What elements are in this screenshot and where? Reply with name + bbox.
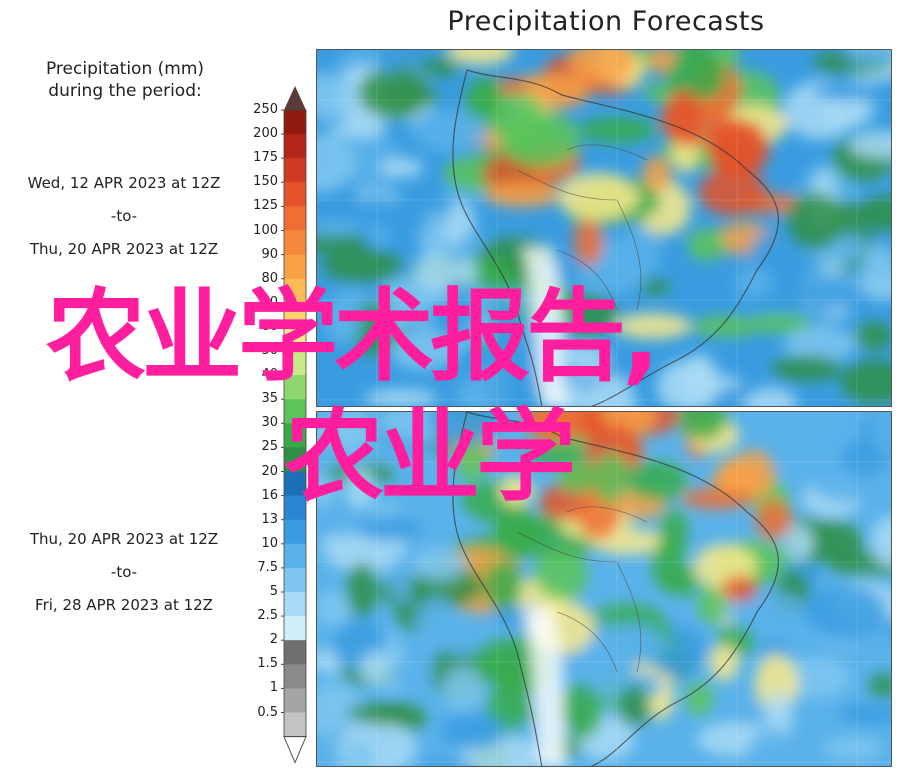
colorbar-tick-label: 40 (261, 367, 278, 383)
colorbar-swatch (284, 230, 306, 256)
precipitation-colorbar (281, 86, 307, 764)
colorbar-tick-label: 35 (261, 391, 278, 407)
colorbar-tick-label: 250 (253, 102, 278, 117)
colorbar-swatch (284, 158, 306, 183)
legend-heading-line1: Precipitation (mm) (45, 59, 205, 79)
period-2-end: Fri, 28 APR 2023 at 12Z (35, 596, 213, 614)
colorbar-tick-label: 10 (261, 535, 278, 551)
period-1-end: Thu, 20 APR 2023 at 12Z (29, 240, 219, 258)
colorbar-tick-label: 125 (253, 198, 278, 214)
period-1-label: Wed, 12 APR 2023 at 12Z -to- Thu, 20 APR… (0, 167, 248, 266)
colorbar-tick-label: 70 (261, 294, 278, 310)
colorbar-swatch (284, 616, 306, 641)
colorbar-swatch (284, 640, 306, 665)
colorbar-tick-label: 90 (261, 246, 278, 262)
colorbar-swatch (284, 375, 306, 400)
colorbar-tick-label: 100 (253, 222, 278, 238)
colorbar-tick-label: 2.5 (257, 608, 278, 624)
colorbar-swatch (284, 206, 306, 231)
colorbar-tick-label: 175 (253, 150, 278, 166)
period-1-separator: -to- (110, 207, 138, 225)
colorbar-tick-label: 5 (269, 584, 278, 599)
colorbar-tick-label: 2 (269, 632, 278, 648)
colorbar-tick-label: 13 (261, 511, 278, 527)
map-panel-period-2 (316, 411, 892, 767)
chart-title: Precipitation Forecasts (447, 6, 765, 37)
period-2-separator: -to- (110, 563, 138, 581)
colorbar-swatch (284, 399, 306, 424)
legend-heading: Precipitation (mm) during the period: (5, 58, 245, 102)
colorbar-swatch (284, 664, 306, 689)
period-2-label: Thu, 20 APR 2023 at 12Z -to- Fri, 28 APR… (0, 523, 248, 622)
watermark-line-2: 农业学 (284, 398, 576, 515)
colorbar-swatch (284, 688, 306, 713)
colorbar-bottom-arrow (283, 736, 307, 764)
legend-heading-line2: during the period: (48, 81, 202, 101)
colorbar-swatch (284, 278, 306, 304)
colorbar-top-arrow (284, 86, 306, 110)
colorbar-swatch (284, 302, 306, 328)
colorbar-tick-label: 200 (253, 126, 278, 142)
colorbar-tick-label: 50 (261, 343, 278, 358)
colorbar-tick-label: 1 (269, 680, 278, 696)
colorbar-swatch (284, 567, 306, 593)
colorbar-swatch (284, 351, 306, 376)
colorbar-tick-label: 16 (261, 487, 278, 503)
colorbar-swatch (284, 182, 306, 207)
colorbar-swatch (284, 592, 306, 617)
period-2-start: Thu, 20 APR 2023 at 12Z (29, 530, 219, 548)
map-panel-period-1 (316, 49, 892, 407)
colorbar-tick-label: 30 (261, 415, 278, 431)
colorbar-swatch (284, 543, 306, 569)
colorbar-swatch (284, 134, 306, 159)
colorbar-tick-label: 1.5 (257, 656, 278, 672)
colorbar-tick-label: 20 (261, 463, 278, 479)
colorbar-swatch (284, 447, 306, 472)
colorbar-tick-label: 150 (253, 174, 278, 190)
colorbar-swatch (284, 326, 306, 352)
colorbar-tick-label: 25 (261, 439, 278, 455)
precipitation-map-1 (317, 50, 891, 406)
colorbar-swatch (284, 495, 306, 521)
period-1-start: Wed, 12 APR 2023 at 12Z (27, 174, 221, 192)
colorbar-tick-label: 7.5 (257, 559, 278, 575)
colorbar-swatch (284, 254, 306, 280)
precipitation-map-2 (317, 412, 891, 766)
colorbar-swatch (284, 519, 306, 545)
colorbar-tick-label: 60 (261, 318, 278, 334)
watermark-line-1: 农业学术报告, (46, 278, 660, 395)
colorbar-tick-label: 80 (261, 270, 278, 286)
colorbar-swatch (284, 471, 306, 497)
colorbar-swatch (284, 110, 306, 135)
colorbar-tick-label: 0.5 (257, 704, 278, 720)
colorbar-swatch (284, 423, 306, 448)
colorbar-swatch (284, 712, 306, 738)
